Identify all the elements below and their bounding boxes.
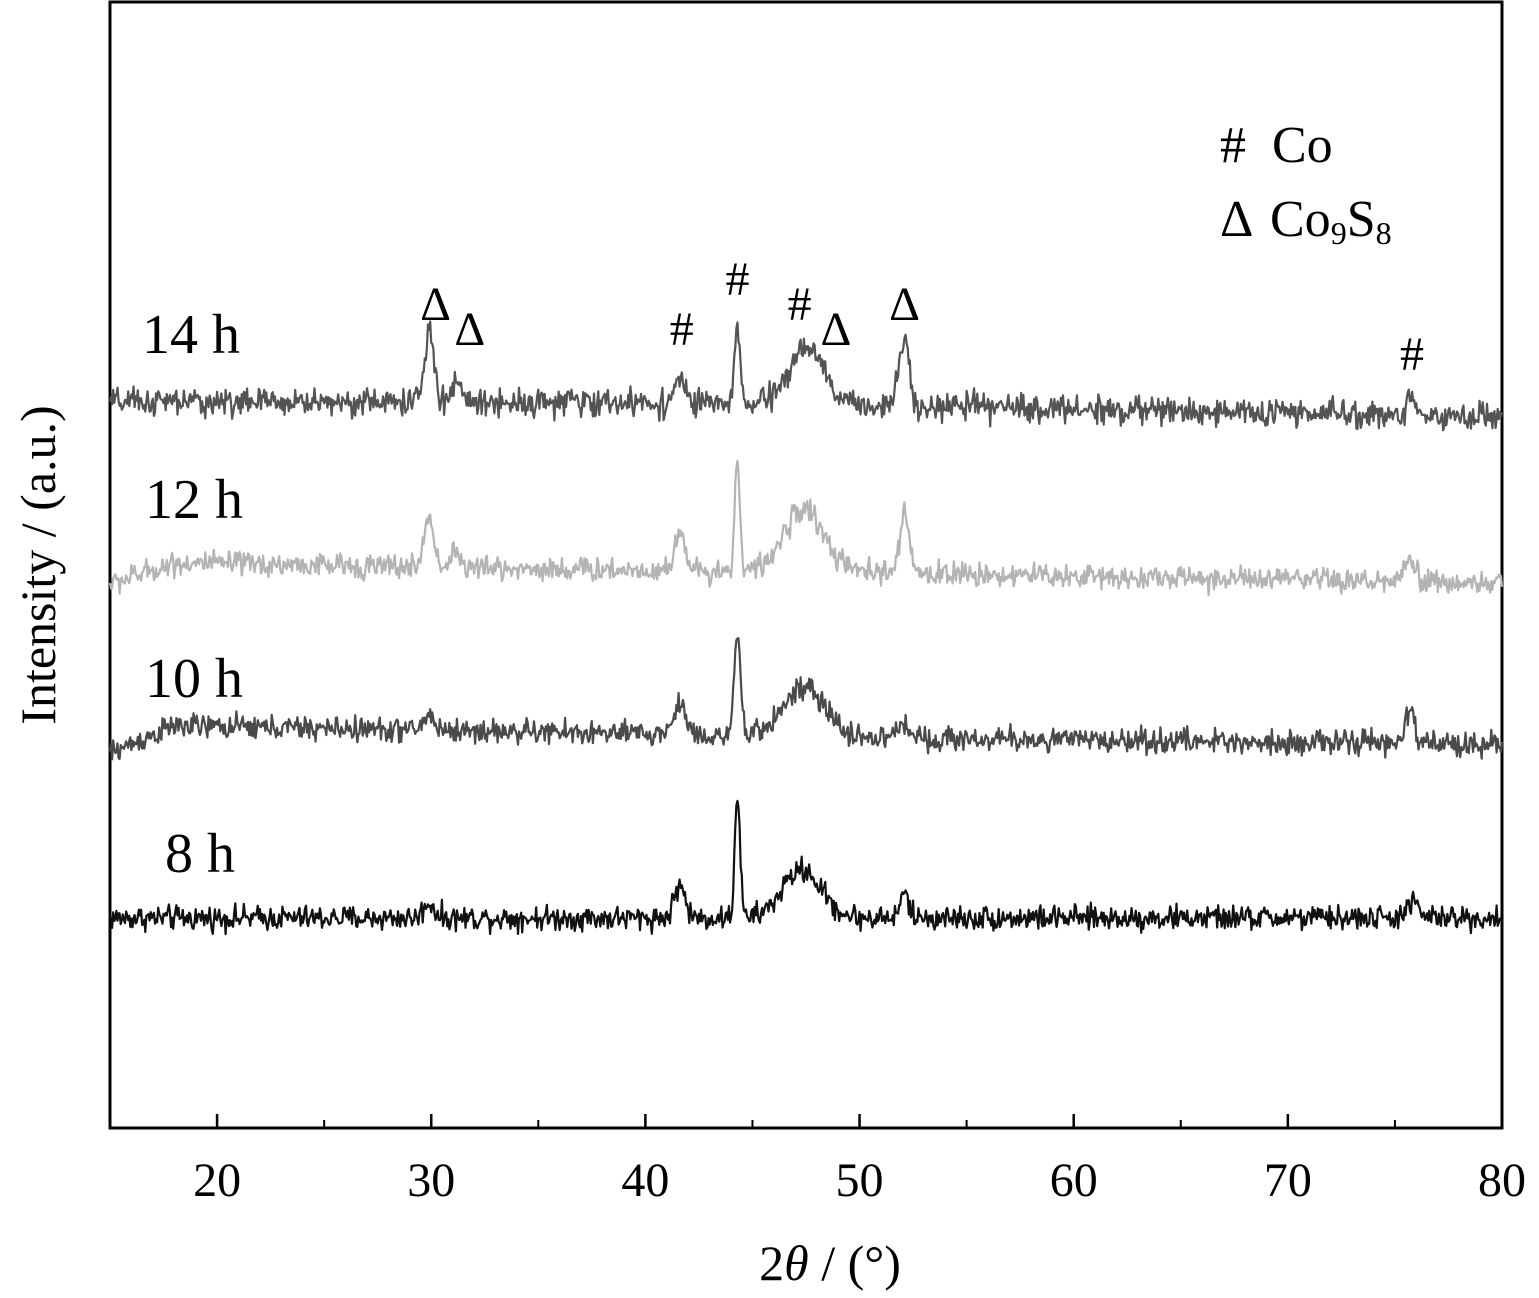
x-tick-label: 30	[407, 1154, 455, 1207]
series-layer	[108, 320, 1504, 936]
x-axis-label-suffix: / (°)	[809, 1235, 901, 1291]
peak-marker: Δ	[889, 278, 920, 331]
legend-formula-part: 8	[1376, 215, 1392, 251]
series-label: 10 h	[145, 648, 243, 710]
peak-marker: Δ	[821, 303, 852, 356]
x-tick-label: 50	[836, 1154, 884, 1207]
x-tick-label: 70	[1264, 1154, 1312, 1207]
series-label: 8 h	[165, 823, 235, 885]
peak-marker: Δ	[454, 303, 485, 356]
x-axis-tick-labels: 20 30 40 50 60 70 80	[193, 1154, 1526, 1207]
series-line-8h	[108, 799, 1504, 936]
x-tick-label: 60	[1050, 1154, 1098, 1207]
x-axis-label-prefix: 2	[759, 1235, 784, 1291]
x-axis-label: 2θ / (°)	[759, 1235, 901, 1291]
x-tick-label: 40	[621, 1154, 669, 1207]
series-label: 14 h	[142, 304, 240, 366]
legend-formula-part: Co	[1270, 191, 1331, 248]
x-axis-ticks	[215, 1114, 1504, 1128]
peak-marker: #	[670, 303, 694, 356]
series-label: 12 h	[145, 469, 243, 531]
legend-formula-part: S	[1347, 191, 1376, 248]
peak-marker: #	[788, 278, 812, 331]
legend-formula-part: 9	[1331, 215, 1347, 251]
x-tick-label: 20	[193, 1154, 241, 1207]
series-line-14h	[108, 320, 1504, 432]
peak-markers: Δ Δ ## # Δ Δ#	[420, 253, 1424, 381]
plot-frame	[108, 0, 1504, 1130]
legend-text-co9s8: Co9S8	[1270, 191, 1392, 251]
y-axis-label: Intensity / (a.u.)	[10, 405, 66, 724]
peak-marker: Δ	[420, 278, 451, 331]
series-line-12h	[108, 459, 1504, 597]
series-line-10h	[108, 637, 1504, 761]
legend-text-co: Co	[1272, 117, 1333, 174]
x-tick-label: 80	[1478, 1154, 1526, 1207]
legend: # CoΔ Co9S8	[1220, 117, 1392, 251]
legend-marker-co: #	[1220, 117, 1246, 174]
x-axis-label-symbol: θ	[784, 1235, 809, 1291]
peak-marker: #	[1400, 328, 1424, 381]
peak-marker: #	[725, 253, 749, 306]
legend-marker-co9s8: Δ	[1220, 191, 1253, 248]
series-labels: 8 h 10 h 12 h 14 h	[142, 304, 243, 885]
